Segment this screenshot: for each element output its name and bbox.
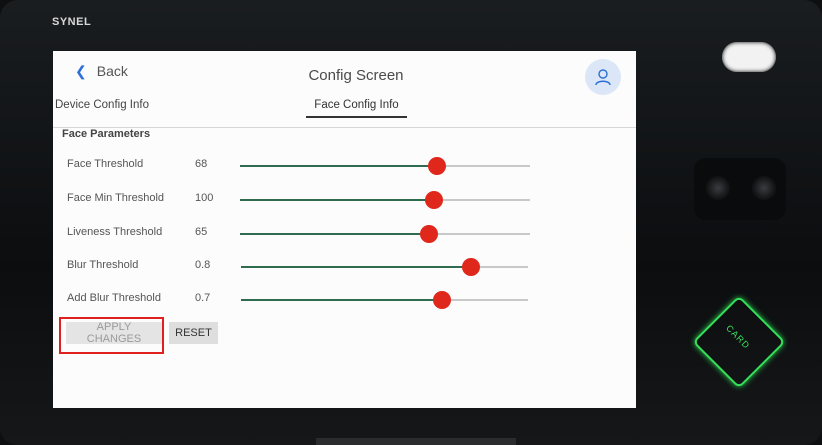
camera-lens-left bbox=[706, 176, 730, 200]
slider-fill bbox=[240, 199, 435, 201]
blur-threshold-slider[interactable] bbox=[241, 258, 528, 276]
param-label: Face Min Threshold bbox=[67, 192, 165, 204]
face-threshold-slider[interactable] bbox=[240, 157, 530, 175]
slider-fill bbox=[240, 233, 429, 235]
param-value: 68 bbox=[195, 158, 208, 170]
proximity-sensor bbox=[722, 42, 776, 72]
param-label: Liveness Threshold bbox=[67, 226, 163, 238]
slider-fill bbox=[240, 165, 438, 167]
slider-thumb[interactable] bbox=[432, 291, 451, 309]
brand-logo: SYNEL bbox=[52, 12, 96, 32]
back-label: Back bbox=[96, 63, 128, 79]
param-row-face-min-threshold: Face Min Threshold 100 bbox=[53, 188, 636, 212]
slider-thumb[interactable] bbox=[425, 191, 444, 209]
config-screen: ❮ Back Config Screen Device Config Info … bbox=[53, 51, 636, 408]
add-blur-threshold-slider[interactable] bbox=[241, 291, 528, 309]
section-title: Face Parameters bbox=[62, 128, 151, 140]
screen-title: Config Screen bbox=[308, 67, 404, 84]
param-row-blur-threshold: Blur Threshold 0.8 bbox=[53, 255, 636, 279]
bottom-strip bbox=[316, 438, 516, 445]
param-value: 0.8 bbox=[195, 259, 211, 271]
param-value: 100 bbox=[195, 192, 214, 204]
param-row-liveness-threshold: Liveness Threshold 65 bbox=[53, 222, 636, 246]
slider-thumb[interactable] bbox=[461, 258, 480, 276]
slider-fill bbox=[241, 299, 442, 301]
tab-device-config-info[interactable]: Device Config Info bbox=[55, 99, 149, 111]
slider-fill bbox=[241, 266, 471, 268]
liveness-threshold-slider[interactable] bbox=[240, 225, 530, 243]
user-avatar[interactable] bbox=[585, 59, 621, 95]
chevron-left-icon: ❮ bbox=[75, 62, 87, 79]
tab-divider bbox=[53, 127, 636, 128]
back-button[interactable]: ❮ Back bbox=[75, 61, 128, 81]
slider-thumb[interactable] bbox=[419, 225, 438, 243]
param-row-add-blur-threshold: Add Blur Threshold 0.7 bbox=[53, 288, 636, 312]
tab-face-config-info[interactable]: Face Config Info bbox=[306, 99, 407, 118]
face-min-threshold-slider[interactable] bbox=[240, 191, 530, 209]
param-value: 0.7 bbox=[195, 292, 211, 304]
apply-changes-button[interactable]: APPLY CHANGES bbox=[66, 321, 162, 345]
slider-thumb[interactable] bbox=[428, 157, 447, 175]
param-row-face-threshold: Face Threshold 68 bbox=[53, 154, 636, 178]
param-label: Blur Threshold bbox=[67, 259, 139, 271]
reset-button[interactable]: RESET bbox=[169, 322, 218, 344]
param-label: Face Threshold bbox=[67, 158, 144, 170]
camera-lens-right bbox=[752, 176, 776, 200]
param-label: Add Blur Threshold bbox=[67, 292, 161, 304]
brand-text: SYNEL bbox=[52, 16, 92, 28]
user-icon bbox=[595, 69, 611, 86]
param-value: 65 bbox=[195, 226, 208, 238]
